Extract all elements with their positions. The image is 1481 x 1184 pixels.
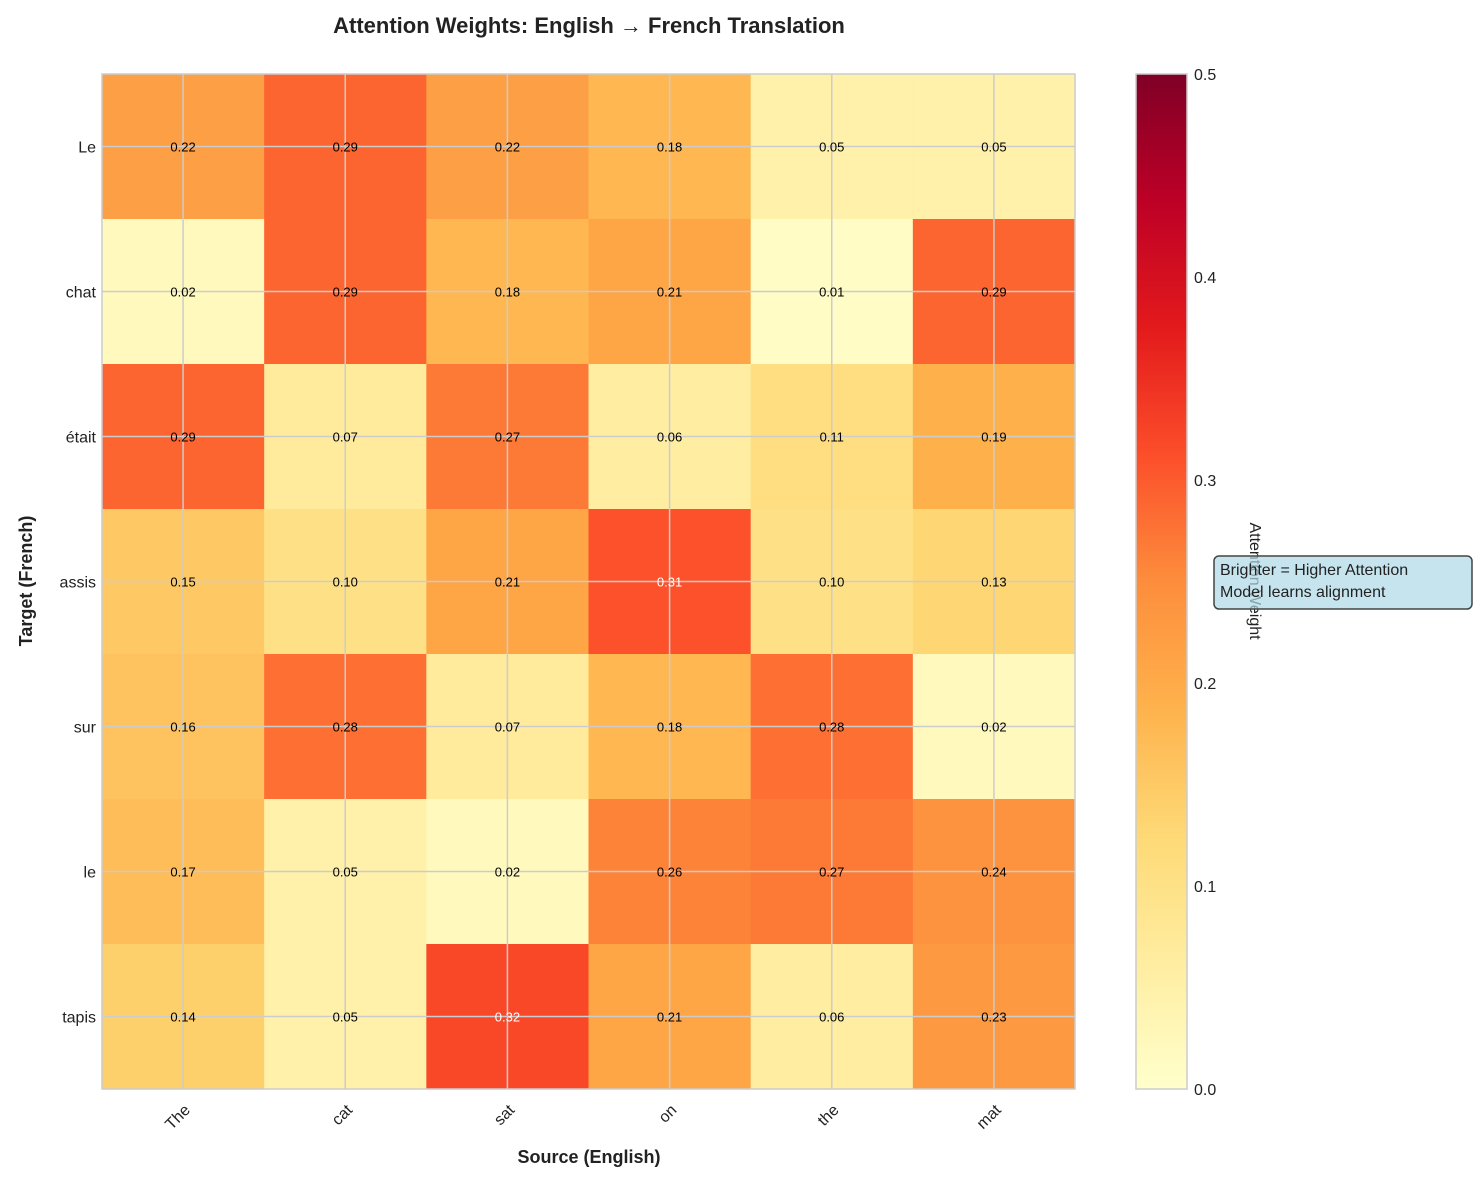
colorbar-tick-label: 0.4 <box>1194 270 1216 287</box>
cell-value-label: 0.05 <box>981 140 1006 155</box>
annotation-line-2: Model learns alignment <box>1220 584 1386 601</box>
colorbar <box>1135 73 1188 1090</box>
cell-value-label: 0.21 <box>657 285 682 300</box>
cell-value-label: 0.27 <box>819 865 844 880</box>
colorbar-tick-label: 0.1 <box>1194 879 1216 896</box>
cell-value-label: 0.14 <box>170 1010 195 1025</box>
chart-title: Attention Weights: English → French Tran… <box>333 13 845 38</box>
x-axis-label: Source (English) <box>517 1147 660 1167</box>
cell-value-label: 0.05 <box>819 140 844 155</box>
y-tick-label: était <box>66 430 97 447</box>
cell-value-label: 0.01 <box>819 285 844 300</box>
cell-value-label: 0.18 <box>657 720 682 735</box>
cell-value-label: 0.05 <box>333 1010 358 1025</box>
annotation-box: Brighter = Higher Attention Model learns… <box>1213 555 1473 610</box>
y-tick-label: sur <box>74 720 97 737</box>
cell-value-label: 0.05 <box>333 865 358 880</box>
cell-value-label: 0.11 <box>820 430 844 445</box>
cell-value-label: 0.21 <box>495 575 520 590</box>
x-tick-label: cat <box>329 1101 357 1129</box>
cell-value-label: 0.21 <box>657 1010 682 1025</box>
cell-value-label: 0.29 <box>333 140 358 155</box>
cell-value-label: 0.22 <box>495 140 520 155</box>
cell-value-label: 0.22 <box>170 140 195 155</box>
cell-value-label: 0.02 <box>981 720 1006 735</box>
cell-value-label: 0.10 <box>333 575 358 590</box>
y-tick-labels: Le chat était assis sur le tapis <box>60 140 97 1027</box>
x-tick-label: mat <box>974 1101 1005 1132</box>
y-tick-label: le <box>84 865 97 882</box>
y-tick-label: Le <box>78 140 96 157</box>
cell-value-label: 0.07 <box>495 720 520 735</box>
cell-value-label: 0.06 <box>657 430 682 445</box>
plot-frame <box>101 73 1076 1090</box>
y-tick-label: tapis <box>62 1010 96 1027</box>
cell-value-label: 0.16 <box>170 720 195 735</box>
cell-value-label: 0.27 <box>495 430 520 445</box>
x-tick-label: the <box>815 1102 843 1130</box>
cell-value-label: 0.19 <box>981 430 1006 445</box>
cell-value-label: 0.26 <box>657 865 682 880</box>
grid-lines <box>102 74 1075 1089</box>
x-tick-label: sat <box>491 1101 519 1129</box>
colorbar-tick-label: 0.3 <box>1194 473 1216 490</box>
x-tick-label: on <box>656 1102 681 1127</box>
cell-value-label: 0.02 <box>495 865 520 880</box>
x-tick-label: The <box>162 1102 194 1134</box>
cell-value-label: 0.13 <box>981 575 1006 590</box>
y-axis-label: Target (French) <box>16 516 36 647</box>
cell-value-label: 0.15 <box>170 575 195 590</box>
cell-value-label: 0.29 <box>981 285 1006 300</box>
cell-value-label: 0.32 <box>495 1010 520 1025</box>
x-tick-labels: The cat sat on the mat <box>162 1101 1005 1133</box>
cell-value-label: 0.06 <box>819 1010 844 1025</box>
cell-value-label: 0.23 <box>981 1010 1006 1025</box>
colorbar-tick-label: 0.5 <box>1194 67 1216 84</box>
cell-value-label: 0.18 <box>657 140 682 155</box>
cell-value-label: 0.10 <box>819 575 844 590</box>
colorbar-tick-label: 0.2 <box>1194 676 1216 693</box>
cell-value-label: 0.02 <box>170 285 195 300</box>
cell-value-label: 0.24 <box>981 865 1006 880</box>
cell-value-label: 0.28 <box>333 720 358 735</box>
colorbar-tick-label: 0.0 <box>1194 1082 1216 1099</box>
cell-value-label: 0.29 <box>170 430 195 445</box>
value-labels: 0.22 0.29 0.22 0.18 0.05 0.05 0.02 0.29 0.18 0.21… <box>170 140 1006 1025</box>
cell-value-label: 0.17 <box>170 865 195 880</box>
cell-value-label: 0.07 <box>333 430 358 445</box>
cell-value-label: 0.31 <box>657 575 682 590</box>
cell-value-label: 0.29 <box>333 285 358 300</box>
y-tick-label: assis <box>60 575 96 592</box>
annotation-line-1: Brighter = Higher Attention <box>1220 562 1408 579</box>
cell-value-label: 0.28 <box>819 720 844 735</box>
colorbar-ticks: 0.0 0.1 0.2 0.3 0.4 0.5 <box>1194 67 1216 1099</box>
y-tick-label: chat <box>66 285 97 302</box>
cell-value-label: 0.18 <box>495 285 520 300</box>
